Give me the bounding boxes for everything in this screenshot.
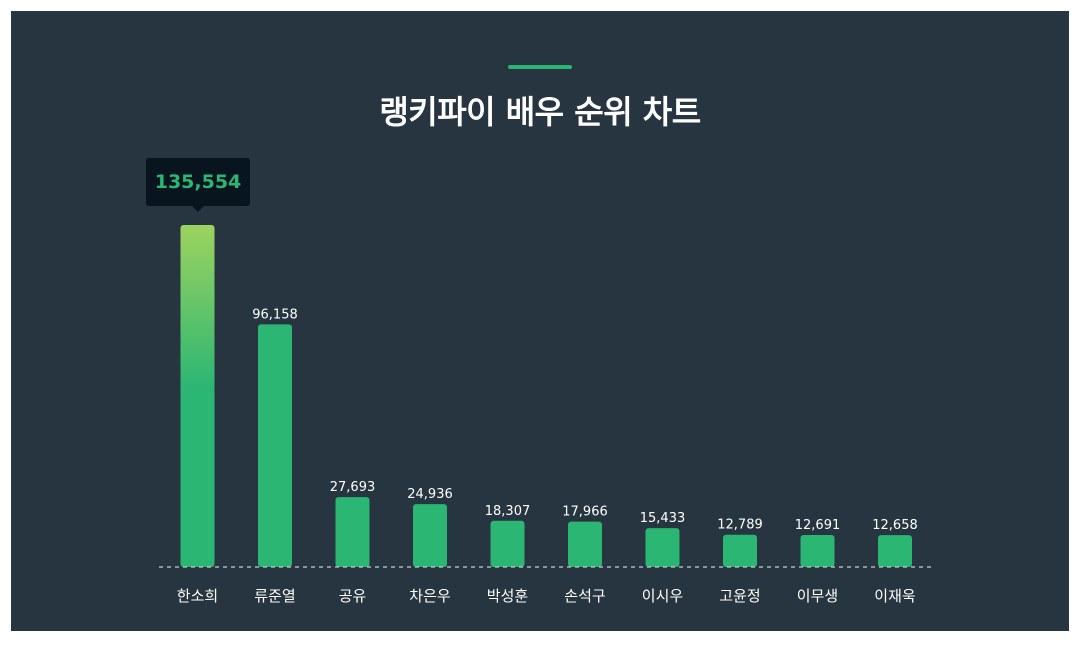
category-label-3: 공유 — [339, 587, 367, 605]
bar-5[interactable] — [490, 520, 525, 567]
bar-2[interactable] — [258, 324, 292, 567]
bar-1[interactable] — [180, 225, 215, 567]
bar-10[interactable] — [878, 535, 912, 567]
bar-value-label-5: 18,307 — [485, 504, 531, 519]
category-label-6: 손석구 — [564, 587, 605, 605]
bar-value-label-8: 12,789 — [717, 518, 763, 533]
bar-value-label-7: 15,433 — [640, 511, 686, 526]
bar-3[interactable] — [335, 497, 370, 567]
bars-layer — [180, 225, 912, 567]
bar-value-label-9: 12,691 — [795, 518, 841, 533]
category-label-4: 차은우 — [409, 587, 451, 605]
bar-value-label-10: 12,658 — [872, 518, 918, 533]
chart-panel: 랭키파이 배우 순위 차트 한소희 96,158 류준열 27,693 공유 24,936… — [11, 11, 1069, 631]
category-label-8: 고윤정 — [719, 587, 760, 605]
bar-8[interactable] — [723, 534, 757, 567]
category-label-1: 한소희 — [177, 587, 218, 605]
category-label-9: 이무생 — [797, 587, 838, 605]
bar-chart: 한소희 96,158 류준열 27,693 공유 24,936 차은우 18,307 박성훈 17… — [159, 225, 933, 605]
category-label-5: 박성훈 — [487, 587, 528, 605]
bar-value-label-3: 27,693 — [330, 480, 376, 495]
bar-value-label-6: 17,966 — [562, 505, 608, 520]
category-label-2: 류준열 — [254, 587, 295, 605]
highlight-tooltip: 135,554 — [146, 158, 250, 212]
chart-title: 랭키파이 배우 순위 차트 — [379, 93, 701, 131]
category-label-7: 이시우 — [642, 587, 684, 605]
bar-9[interactable] — [800, 534, 835, 567]
category-label-10: 이재욱 — [874, 587, 915, 605]
bar-value-label-4: 24,936 — [407, 487, 453, 502]
bar-value-label-2: 96,158 — [252, 307, 298, 322]
bar-7[interactable] — [645, 528, 680, 567]
bar-6[interactable] — [568, 521, 602, 567]
tooltip-value: 135,554 — [154, 171, 242, 193]
title-accent-line — [508, 65, 572, 69]
labels-layer: 한소희 96,158 류준열 27,693 공유 24,936 차은우 18,307 박성훈 17… — [177, 307, 918, 605]
bar-4[interactable] — [413, 504, 447, 567]
